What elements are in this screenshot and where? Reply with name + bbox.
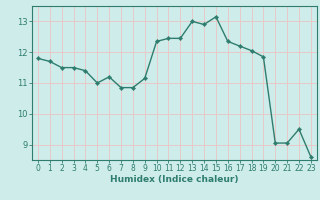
X-axis label: Humidex (Indice chaleur): Humidex (Indice chaleur) xyxy=(110,175,239,184)
